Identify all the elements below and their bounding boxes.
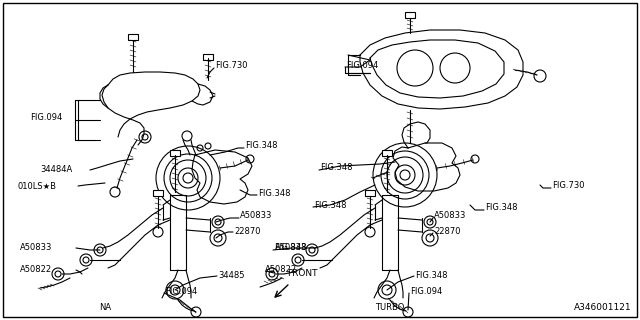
Text: 22870: 22870 (234, 228, 260, 236)
Bar (203, 54, 213, 60)
Bar (170, 150, 180, 156)
Text: FIG.348: FIG.348 (274, 244, 307, 252)
Text: A50833: A50833 (20, 244, 52, 252)
Text: NA: NA (99, 303, 111, 313)
Text: FIG.348: FIG.348 (320, 164, 353, 172)
Text: FIG.730: FIG.730 (552, 181, 584, 190)
Text: 34485: 34485 (218, 271, 244, 281)
Text: FIG.094: FIG.094 (165, 287, 197, 297)
Text: FIG.730: FIG.730 (215, 60, 248, 69)
Text: 34484A: 34484A (40, 165, 72, 174)
Text: A50833: A50833 (275, 244, 307, 252)
Bar (128, 34, 138, 40)
Text: 010LS★B: 010LS★B (18, 181, 57, 190)
Text: A346001121: A346001121 (574, 303, 632, 312)
Text: FIG.094: FIG.094 (346, 60, 378, 69)
Text: FRONT: FRONT (287, 269, 317, 278)
Text: FIG.348: FIG.348 (314, 201, 346, 210)
Text: TURBO: TURBO (375, 303, 404, 313)
Text: FIG.094: FIG.094 (410, 287, 442, 297)
Text: A50822: A50822 (20, 266, 52, 275)
Text: A50833: A50833 (434, 212, 467, 220)
Bar (382, 150, 392, 156)
Bar (153, 190, 163, 196)
Text: FIG.348: FIG.348 (258, 188, 291, 197)
Text: FIG.348: FIG.348 (485, 204, 518, 212)
Text: 22870: 22870 (434, 228, 461, 236)
Text: A50822: A50822 (265, 266, 297, 275)
Text: A50833: A50833 (240, 212, 273, 220)
Bar (365, 190, 375, 196)
Text: FIG.348: FIG.348 (245, 141, 278, 150)
Text: FIG.094: FIG.094 (30, 114, 62, 123)
Bar (405, 12, 415, 18)
Text: FIG.348: FIG.348 (415, 271, 447, 281)
